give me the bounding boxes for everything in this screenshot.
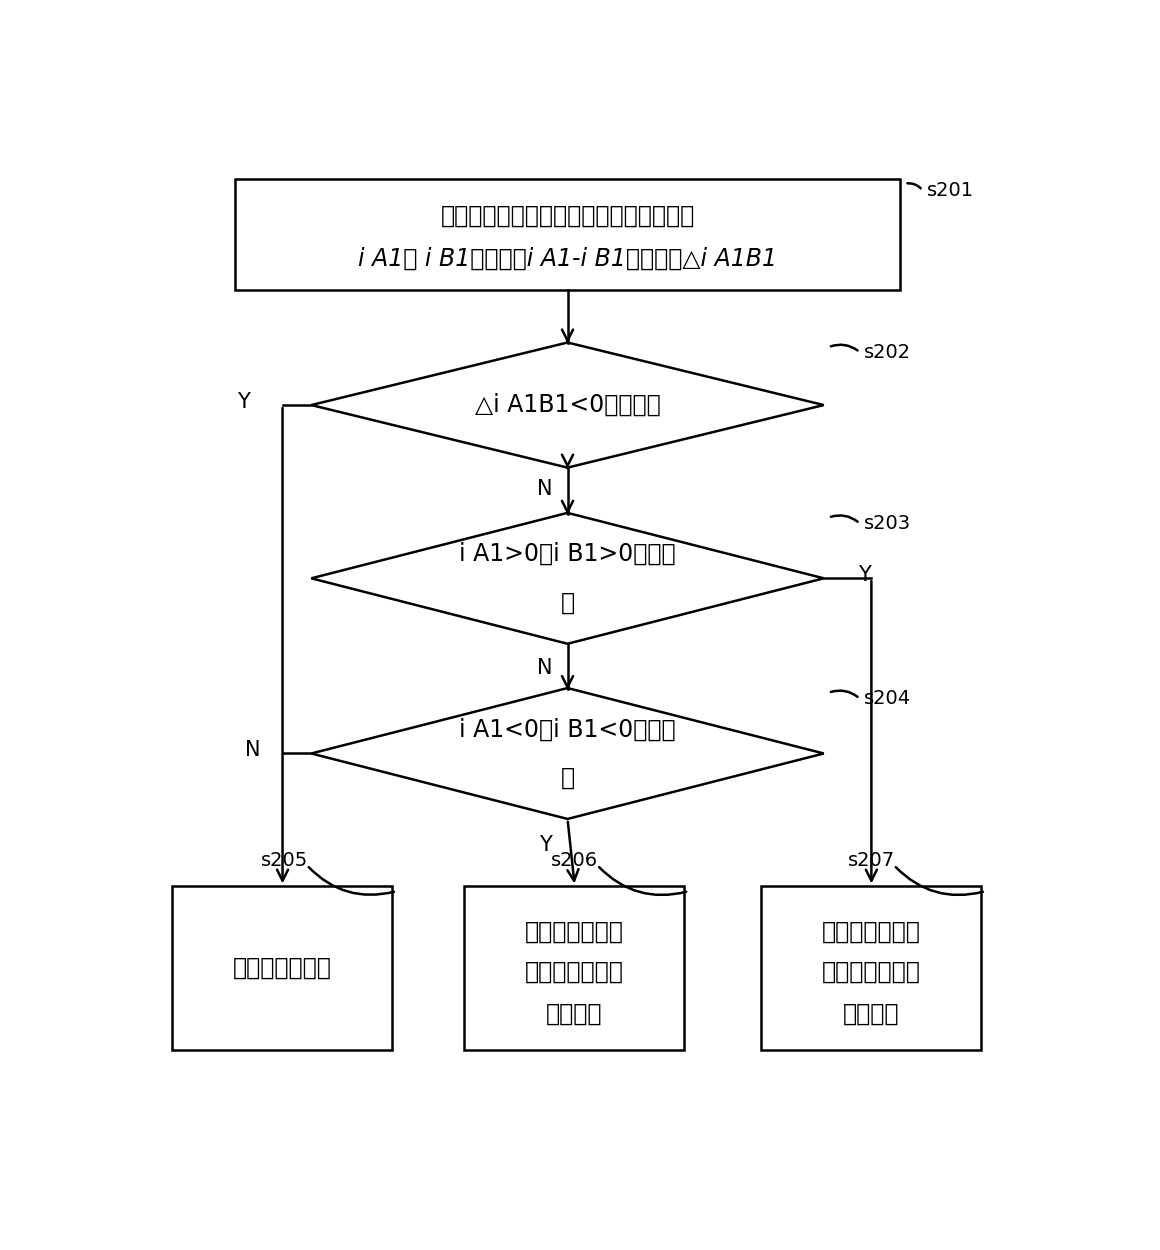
Text: 故障点在区域外: 故障点在区域外: [524, 920, 624, 944]
Text: 侧并靠近负荷侧: 侧并靠近负荷侧: [524, 960, 624, 984]
Text: s206: s206: [551, 851, 599, 870]
Text: s207: s207: [848, 851, 896, 870]
Text: Y: Y: [538, 835, 551, 855]
Polygon shape: [311, 512, 824, 644]
Text: 故障点在区域外: 故障点在区域外: [821, 920, 920, 944]
Text: 立: 立: [560, 765, 574, 790]
Text: Y: Y: [857, 565, 871, 585]
Bar: [172, 886, 392, 1050]
Text: 立: 立: [560, 590, 574, 614]
Polygon shape: [311, 342, 824, 468]
Text: i A1>0且i B1>0是否成: i A1>0且i B1>0是否成: [459, 542, 676, 566]
Bar: [234, 179, 900, 290]
Text: N: N: [537, 658, 553, 678]
Text: 故障点在区域内: 故障点在区域内: [233, 956, 332, 980]
Text: s201: s201: [927, 181, 974, 200]
Text: s205: s205: [261, 851, 307, 870]
Text: Y: Y: [238, 392, 251, 412]
Text: s203: s203: [864, 514, 912, 532]
Text: N: N: [245, 740, 261, 760]
Bar: [464, 886, 684, 1050]
Text: 侧并靠近电源侧: 侧并靠近电源侧: [821, 960, 920, 984]
Text: 的区域内: 的区域内: [546, 1003, 602, 1026]
Bar: [761, 886, 981, 1050]
Text: i A1<0且i B1<0是否成: i A1<0且i B1<0是否成: [459, 718, 676, 741]
Polygon shape: [311, 688, 824, 819]
Text: N: N: [537, 479, 553, 499]
Text: 采集区域两端的同步稳态零序电流瞬时值: 采集区域两端的同步稳态零序电流瞬时值: [441, 204, 695, 228]
Text: i A1、 i B1，并计算i A1-i B1得到差值△i A1B1: i A1、 i B1，并计算i A1-i B1得到差值△i A1B1: [358, 246, 777, 270]
Text: s204: s204: [864, 689, 912, 707]
Text: 的区域内: 的区域内: [842, 1003, 899, 1026]
Text: s202: s202: [864, 342, 912, 361]
Text: △i A1B1<0是否成立: △i A1B1<0是否成立: [474, 392, 660, 418]
